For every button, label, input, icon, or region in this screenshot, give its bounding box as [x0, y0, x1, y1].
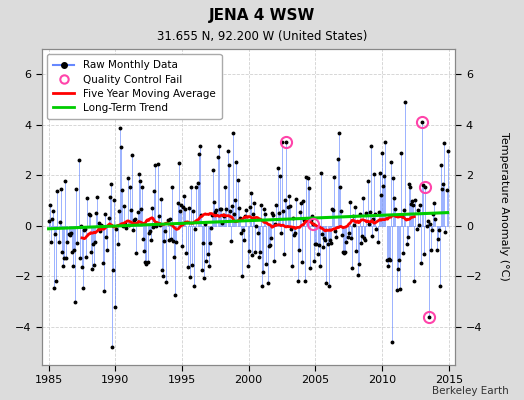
- Text: JENA 4 WSW: JENA 4 WSW: [209, 8, 315, 23]
- Legend: Raw Monthly Data, Quality Control Fail, Five Year Moving Average, Long-Term Tren: Raw Monthly Data, Quality Control Fail, …: [47, 54, 222, 119]
- Y-axis label: Temperature Anomaly (°C): Temperature Anomaly (°C): [499, 132, 509, 281]
- Text: 31.655 N, 92.200 W (United States): 31.655 N, 92.200 W (United States): [157, 30, 367, 43]
- Text: Berkeley Earth: Berkeley Earth: [432, 386, 508, 396]
